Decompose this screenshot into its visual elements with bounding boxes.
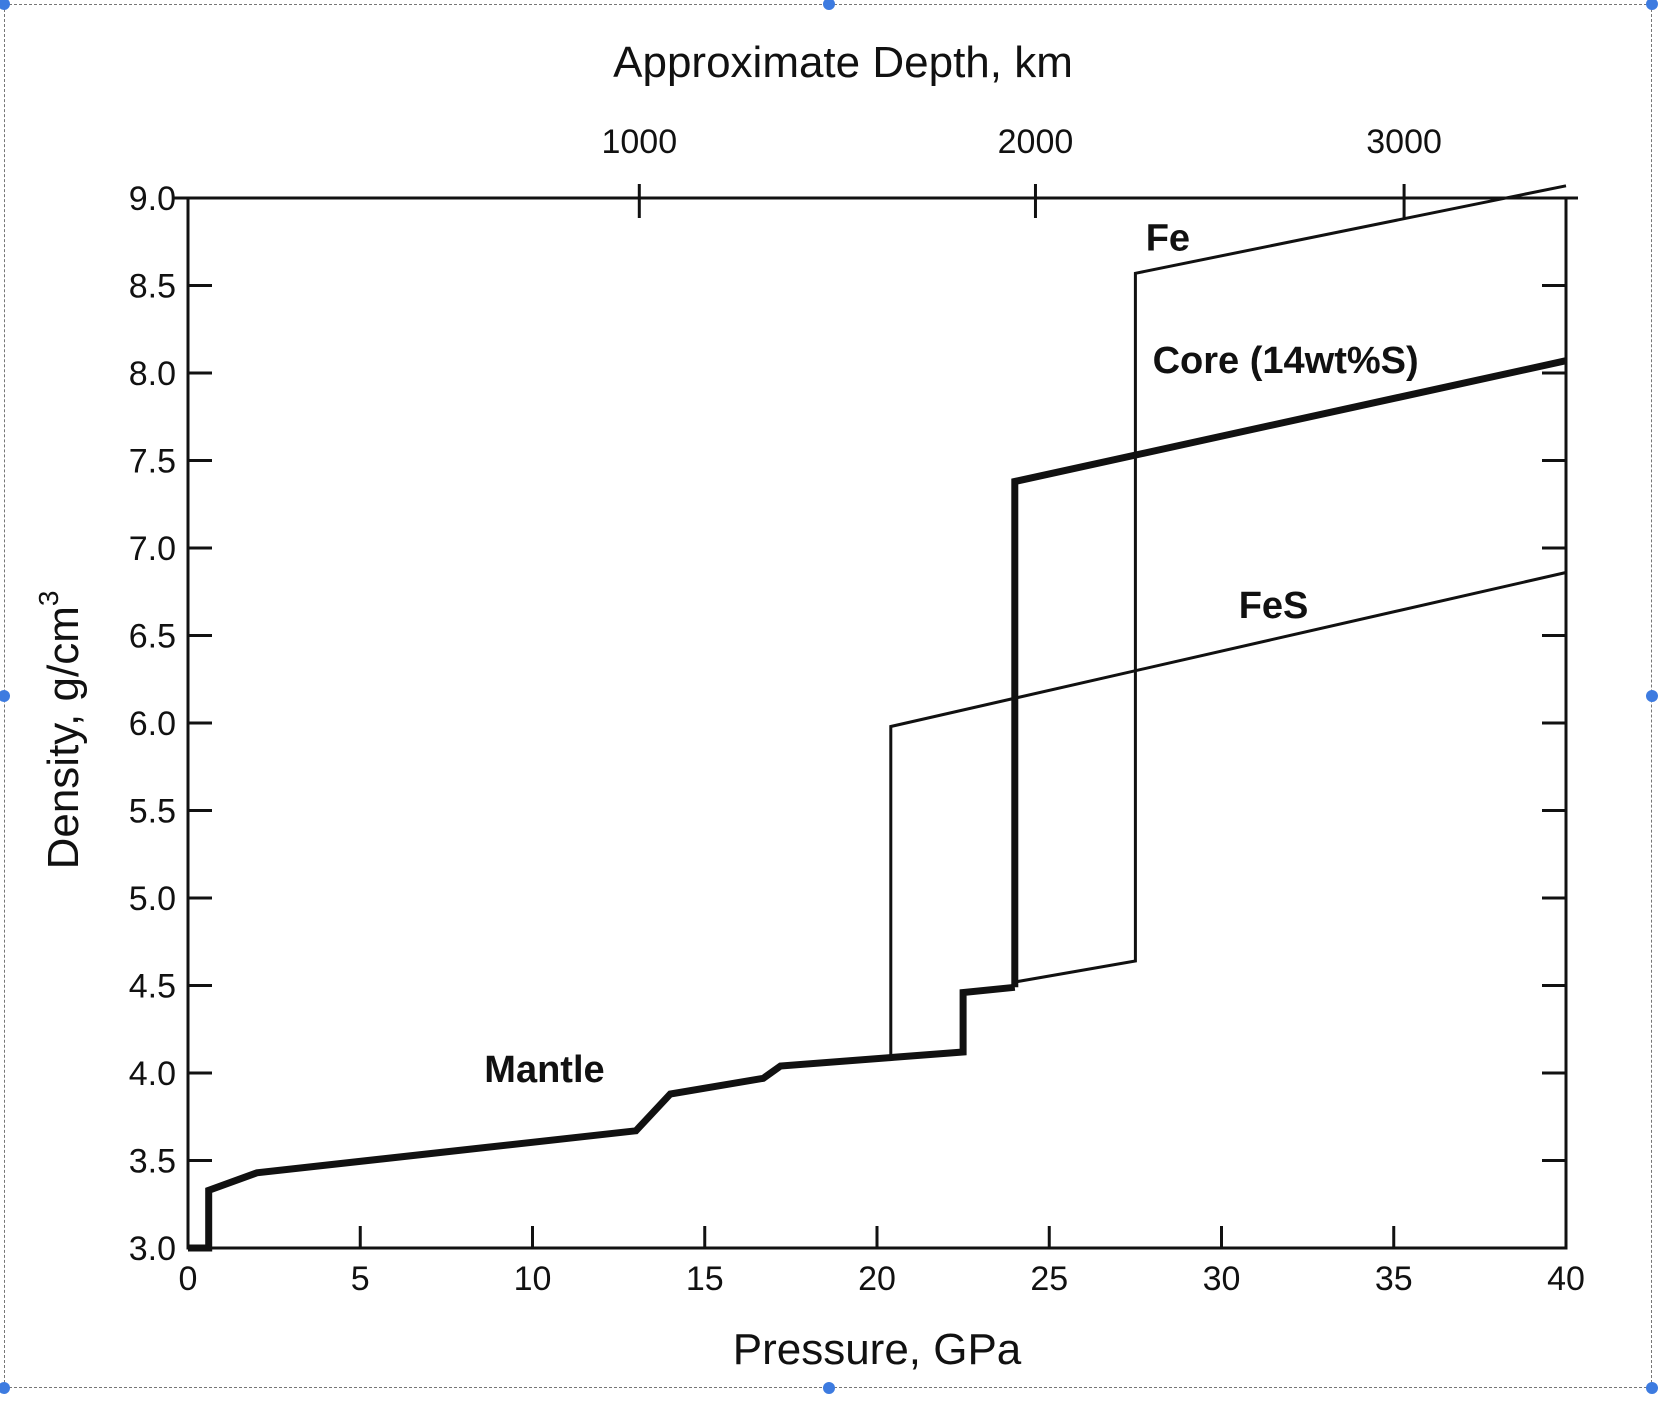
tick-labels-group: 0 5 10 15 20 25 30 35 40 3.0 3.5 4.0 4.5 5.0 5.5 6.0 6.5…: [129, 123, 1585, 1298]
y-tick-label: 3.0: [129, 1230, 176, 1268]
y-tick-label: 6.5: [129, 618, 176, 656]
x-tick-label: 5: [351, 1260, 370, 1298]
label-mantle: Mantle: [484, 1049, 604, 1091]
x-tick-label: 0: [179, 1260, 198, 1298]
x-tick-label: 40: [1547, 1260, 1585, 1298]
y-tick-label: 7.0: [129, 530, 176, 568]
series-line-fe: [1014, 184, 1567, 984]
top-axis-title: Approximate Depth, km: [613, 38, 1073, 87]
x-tick-label: 35: [1375, 1260, 1413, 1298]
y-axis-title-text: Density, g/cm: [39, 606, 88, 869]
y-tick-label: 3.5: [129, 1143, 176, 1181]
x-tick-label: 10: [514, 1260, 552, 1298]
resize-handle-middle-left[interactable]: [0, 690, 10, 702]
y-tick-label: 5.0: [129, 880, 176, 918]
y-tick-label: 4.0: [129, 1055, 176, 1093]
y-axis-title: Density, g/cm3: [33, 591, 88, 870]
y-axis-title-superscript: 3: [33, 591, 64, 607]
y-tick-label: 8.5: [129, 268, 176, 306]
y-tick-label: 4.5: [129, 968, 176, 1006]
top-tick-label: 2000: [998, 123, 1074, 161]
y-tick-label: 8.0: [129, 355, 176, 393]
resize-handle-top-right[interactable]: [1646, 0, 1658, 10]
x-tick-label: 15: [686, 1260, 724, 1298]
resize-handle-bottom-middle[interactable]: [823, 1382, 835, 1394]
series-line-fes: [889, 571, 1567, 1058]
tick-marks-group: [186, 184, 1568, 1250]
label-fes: FeS: [1239, 585, 1309, 627]
label-fe: Fe: [1146, 218, 1190, 260]
resize-handle-bottom-right[interactable]: [1646, 1382, 1658, 1394]
series-line-core-14wt-s: [1011, 357, 1567, 988]
x-axis-title: Pressure, GPa: [733, 1325, 1022, 1374]
resize-handle-top-middle[interactable]: [823, 0, 835, 10]
y-tick-label: 6.0: [129, 705, 176, 743]
resize-handle-top-left[interactable]: [0, 0, 10, 10]
y-tick-label: 9.0: [129, 180, 176, 218]
y-tick-label: 5.5: [129, 793, 176, 831]
series-line-mantle: [188, 983, 1016, 1252]
label-core: Core (14wt%S): [1153, 340, 1419, 382]
x-tick-label: 30: [1203, 1260, 1241, 1298]
resize-handle-middle-right[interactable]: [1646, 690, 1658, 702]
y-tick-label: 7.5: [129, 443, 176, 481]
series-lines-group: [188, 184, 1567, 1252]
top-tick-label: 3000: [1366, 123, 1442, 161]
x-tick-label: 20: [858, 1260, 896, 1298]
resize-handle-bottom-left[interactable]: [0, 1382, 10, 1394]
x-tick-label: 25: [1030, 1260, 1068, 1298]
top-tick-label: 1000: [601, 123, 677, 161]
